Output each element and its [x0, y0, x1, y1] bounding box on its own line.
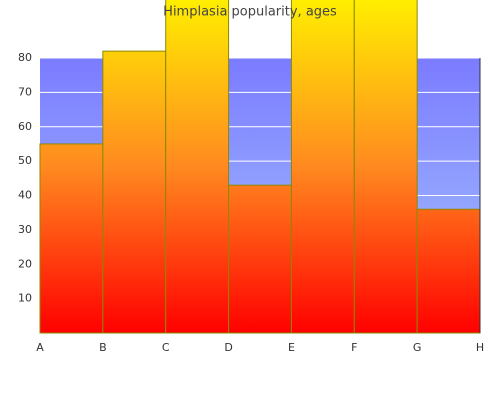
x-tick-label: F [351, 341, 357, 354]
area-step [290, 0, 355, 334]
x-tick-label: G [413, 341, 422, 354]
chart-title: Himplasia popularity, ages [163, 5, 337, 20]
y-tick-label: 20 [18, 257, 32, 270]
y-tick-label: 10 [18, 292, 32, 305]
area-step [165, 0, 230, 334]
y-tick-label: 50 [18, 154, 32, 167]
area-step [39, 143, 104, 334]
x-tick-label: B [99, 341, 107, 354]
x-tick-label: C [162, 341, 170, 354]
y-tick-label: 70 [18, 85, 32, 98]
area-step [102, 50, 167, 334]
x-tick-label: E [288, 341, 295, 354]
y-tick-label: 40 [18, 189, 32, 202]
x-tick-label: A [36, 341, 44, 354]
area-step [353, 0, 418, 334]
area-step [416, 208, 481, 334]
x-tick-label: H [476, 341, 484, 354]
area-step [228, 184, 292, 334]
y-tick-label: 80 [18, 51, 32, 64]
y-tick-label: 30 [18, 223, 32, 236]
y-tick-label: 60 [18, 120, 32, 133]
x-tick-label: D [224, 341, 232, 354]
